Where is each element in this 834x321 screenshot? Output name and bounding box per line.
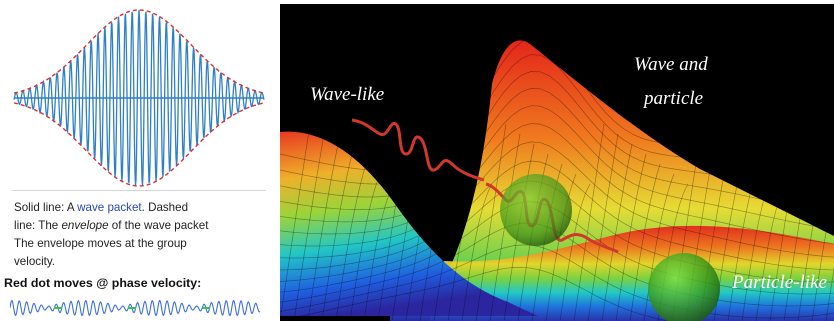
wave-packet-carrier [13, 9, 265, 186]
grid-line [280, 20, 834, 171]
grid-line [741, 173, 773, 321]
grid-line [825, 266, 834, 321]
label-wave-and: Wave and [634, 54, 708, 75]
envelope-lower-dashed [13, 102, 265, 187]
wave-packet-link[interactable]: wave packet [77, 201, 142, 214]
grid-line [587, 133, 619, 321]
grid-line [280, 37, 834, 185]
surface-trough [390, 225, 834, 321]
grid-line [280, 266, 670, 321]
label-particle: particle [644, 88, 704, 109]
grid-line [797, 143, 829, 321]
grid-line [783, 133, 815, 321]
grid-line [573, 123, 605, 321]
caption-text: The envelope moves at the group [14, 237, 187, 250]
grid-line [280, 123, 311, 321]
grid-line [755, 183, 787, 321]
grid-line [769, 123, 801, 321]
label-particle-like: Particle-like [732, 272, 827, 293]
envelope-upper-dashed [13, 9, 265, 94]
grid-line [280, 123, 834, 247]
caption-text: velocity. [14, 255, 56, 268]
grid-line [280, 88, 834, 223]
caption-text: Solid line: A [14, 201, 78, 214]
grid-line [280, 160, 834, 271]
caption-text: . Dashed [141, 201, 189, 214]
caption-text: of the wave packet [108, 219, 209, 232]
wave-and-particle-sphere [500, 174, 572, 246]
caption-divider [12, 190, 266, 191]
grid-line [391, 133, 423, 321]
grid-line [335, 163, 367, 321]
grid-line [629, 163, 661, 321]
surface-grid [280, 20, 834, 321]
grid-line [280, 54, 834, 198]
phase-velocity-heading: Red dot moves @ phase velocity: [4, 276, 202, 290]
grid-line [419, 153, 451, 321]
wave-particle-panel: Wave-like Wave and particle Particle-lik… [280, 4, 834, 321]
grid-line [489, 133, 521, 321]
caption-text: line: The [14, 219, 62, 232]
wave-like-squiggle [351, 118, 485, 182]
figure-caption: Solid line: A wave packet. Dashed line: … [14, 199, 266, 271]
grid-line [615, 153, 647, 321]
surface-left-wing [280, 131, 538, 316]
grid-line [461, 183, 493, 321]
grid-line [321, 153, 353, 321]
grid-line [727, 163, 759, 321]
phase-wave-line [10, 299, 261, 317]
grid-line [433, 163, 465, 321]
grid-line [293, 133, 325, 321]
wave-packet-panel: Solid line: A wave packet. Dashed line: … [0, 0, 278, 321]
caption-emphasis: envelope [61, 219, 109, 232]
grid-line [280, 105, 834, 235]
grid-line [447, 173, 479, 321]
grid-line [405, 143, 437, 321]
grid-line [643, 173, 675, 321]
grid-line [280, 71, 834, 210]
label-wave-like: Wave-like [310, 84, 385, 105]
wave-particle-surface-illustration [280, 20, 834, 321]
wave-packet-illustration [13, 9, 265, 187]
grid-line [811, 188, 834, 321]
particle-like-sphere [648, 253, 720, 321]
grid-line [363, 183, 395, 321]
grid-line [307, 143, 339, 321]
grid-line [601, 143, 633, 321]
grid-line [349, 173, 381, 321]
grid-line [280, 141, 834, 259]
phase-velocity-animation [10, 299, 261, 317]
grid-line [475, 123, 507, 321]
grid-line [280, 244, 834, 319]
